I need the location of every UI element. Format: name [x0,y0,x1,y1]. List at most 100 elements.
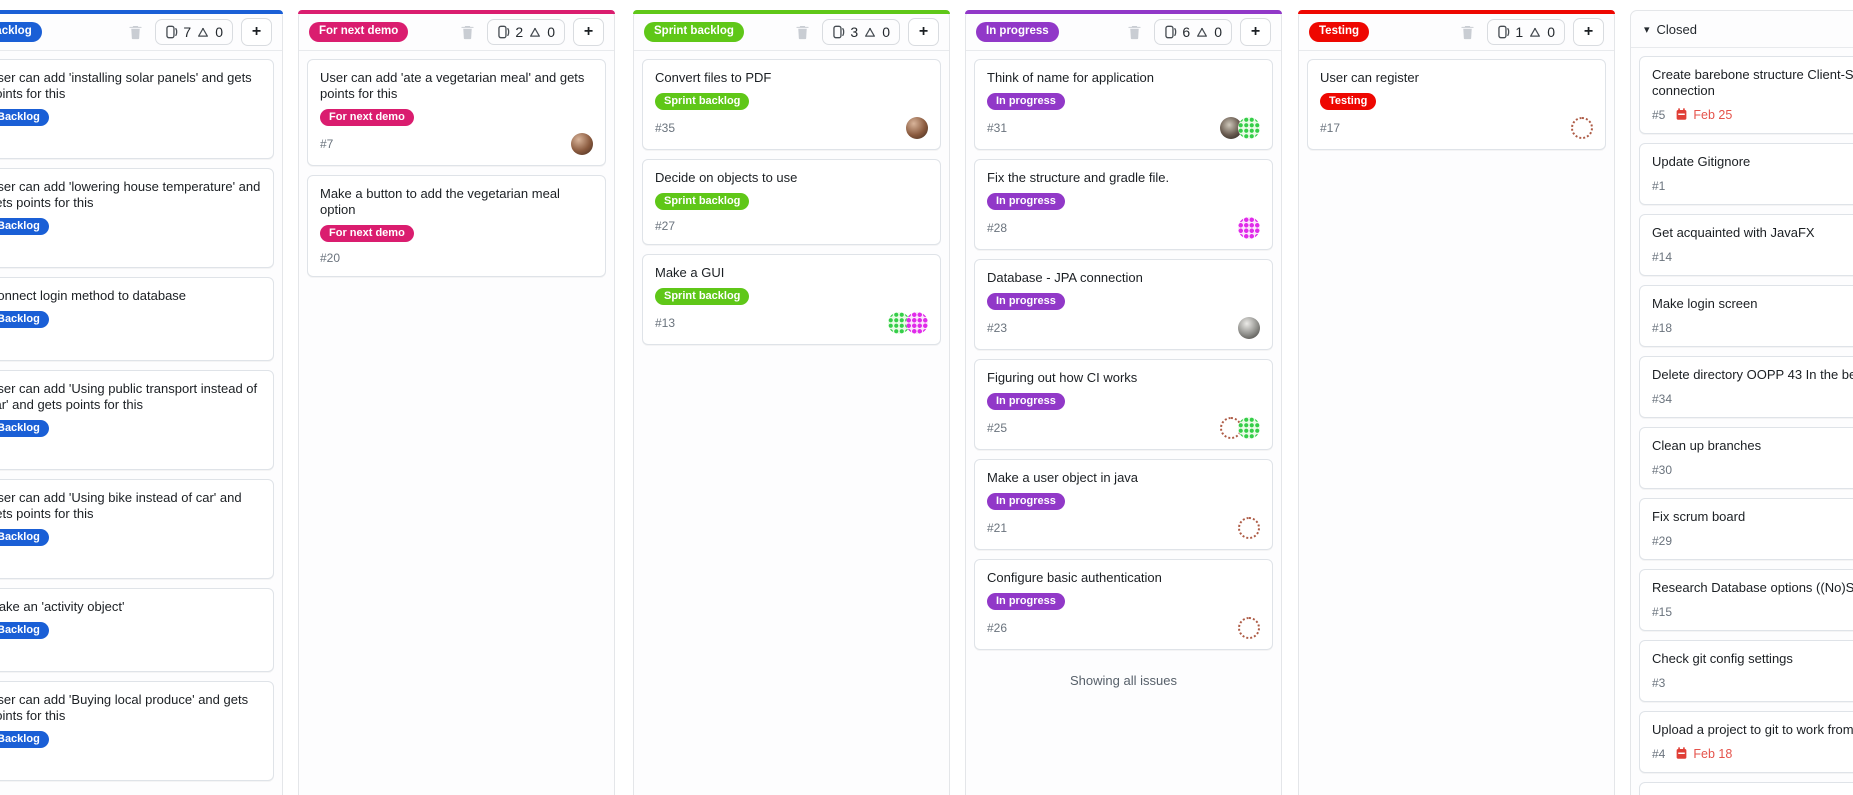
card[interactable]: Update Gitignore #1 [1639,143,1853,205]
avatar-stack [1238,517,1260,539]
card[interactable]: Figuring out how CI works In progress #2… [974,359,1273,450]
card-list: Create barebone structure Client-Server … [1631,48,1853,795]
card[interactable]: User can add 'lowering house temperature… [0,168,274,268]
avatar-identicon-green[interactable] [1238,117,1260,139]
avatar-identicon-green[interactable] [1238,417,1260,439]
card-title: Make a GUI [655,265,725,280]
avatar-stack [888,312,928,334]
avatar-identicon-magenta[interactable] [906,312,928,334]
card[interactable]: User can add 'Using public transport ins… [0,370,274,470]
card[interactable]: Fix scrum board #29 [1639,498,1853,560]
card[interactable]: Think of name for application In progres… [974,59,1273,150]
milestone-count-icon [528,26,542,39]
add-card-button[interactable]: + [573,18,604,46]
card[interactable]: Fix the structure and gradle file. In pr… [974,159,1273,250]
add-card-button[interactable]: + [1573,18,1604,46]
card-footer: #29 [1652,532,1853,549]
milestone-count-icon [863,26,877,39]
card-label-pill: In progress [987,293,1065,310]
issue-number: #14 [1652,249,1673,264]
column-header: Backlog 7 0 + [0,14,282,51]
card[interactable]: Make login screen #18 [1639,285,1853,347]
card[interactable]: Make a button to add the vegetarian meal… [307,175,606,277]
card-title: User can register [1320,70,1419,85]
add-card-button[interactable]: + [241,18,272,46]
card[interactable]: Research Database options ((No)SQL?) #15 [1639,569,1853,631]
column-label: In progress [976,22,1059,42]
card[interactable]: User can add 'ate a vegetarian meal' and… [307,59,606,166]
cards-count: 6 [1182,24,1191,40]
cards-count-icon [497,25,510,39]
card[interactable]: Decide on objects to use Sprint backlog … [642,159,941,245]
calendar-icon [1675,108,1688,121]
avatar-photo-brown[interactable] [906,117,928,139]
column-header: In progress 6 0 + [966,14,1281,51]
card-footer: #14 [1652,248,1853,265]
card-title: Update Gitignore [1652,154,1751,169]
card[interactable]: User can add 'installing solar panels' a… [0,59,274,159]
avatar-photo-gray[interactable] [1238,317,1260,339]
card-title: User can add 'ate a vegetarian meal' and… [320,70,585,101]
issue-number: #18 [1652,320,1673,335]
card[interactable]: Make an 'activity object' Backlog [0,588,274,672]
card[interactable]: Create barebone structure Client-Server … [1639,56,1853,134]
card-label-pill: Backlog [0,218,49,235]
card[interactable]: Make a GUI Sprint backlog #13 [642,254,941,345]
column-color-bar [1298,10,1615,14]
column-label: Sprint backlog [644,22,744,42]
column-testing: Testing 1 0 + User can register Testing … [1298,10,1615,795]
trash-icon[interactable] [128,25,143,40]
issue-number: #35 [655,121,676,135]
milestone-count: 0 [215,24,223,40]
card-footer: #35 [655,117,928,139]
issue-number: #13 [655,316,676,330]
card[interactable]: Fill in Scrum board [1639,782,1853,795]
card[interactable]: Check git config settings #3 [1639,640,1853,702]
avatar-ring-brown[interactable] [1238,517,1260,539]
avatar-identicon-magenta[interactable] [1238,217,1260,239]
card[interactable]: User can add 'Using bike instead of car'… [0,479,274,579]
avatar-photo-dark[interactable] [1220,117,1242,139]
cards-count: 1 [1515,24,1524,40]
card[interactable]: Delete directory OOPP 43 In the beginnin… [1639,356,1853,418]
issue-number: #26 [987,621,1008,635]
column-label: Closed [1656,21,1697,37]
closed-column-header[interactable]: ▾ Closed [1631,11,1853,48]
card[interactable]: Upload a project to git to work from #4 … [1639,711,1853,773]
avatar-ring-brown[interactable] [1571,117,1593,139]
card-title: Make an 'activity object' [0,599,125,614]
card[interactable]: Get acquainted with JavaFX #14 [1639,214,1853,276]
avatar-photo-brown[interactable] [571,133,593,155]
card-label-pill: Sprint backlog [655,193,750,210]
card-title: Get acquainted with JavaFX [1652,225,1815,240]
card[interactable]: Configure basic authentication In progre… [974,559,1273,650]
card[interactable]: Connect login method to database Backlog [0,277,274,361]
card-label-pill: Backlog [0,622,49,639]
avatar-identicon-green[interactable] [888,312,910,334]
trash-icon[interactable] [1460,25,1475,40]
card[interactable]: Convert files to PDF Sprint backlog #35 [642,59,941,150]
card[interactable]: User can register Testing #17 [1307,59,1606,150]
add-card-button[interactable]: + [908,18,939,46]
card[interactable]: Database - JPA connection In progress #2… [974,259,1273,350]
card-footer: #27 [655,217,928,234]
avatar-stack [1571,117,1593,139]
trash-icon[interactable] [795,25,810,40]
card-title: Make a button to add the vegetarian meal… [320,186,560,217]
card[interactable]: Clean up branches #30 [1639,427,1853,489]
card-label-pill: Sprint backlog [655,288,750,305]
avatar-ring-brown[interactable] [1238,617,1260,639]
card-title: User can add 'Using bike instead of car'… [0,490,242,521]
card-footer: #3 [1652,674,1853,691]
column-for-next-demo: For next demo 2 0 + User can add 'ate a … [298,10,615,795]
card[interactable]: User can add 'Buying local produce' and … [0,681,274,781]
card-list: User can add 'ate a vegetarian meal' and… [299,51,614,285]
card-title: Figuring out how CI works [987,370,1138,385]
card-footer: #30 [1652,461,1853,478]
trash-icon[interactable] [1127,25,1142,40]
card-title: Check git config settings [1652,651,1793,666]
issue-number: #7 [320,137,334,151]
add-card-button[interactable]: + [1240,18,1271,46]
trash-icon[interactable] [460,25,475,40]
card[interactable]: Make a user object in java In progress #… [974,459,1273,550]
